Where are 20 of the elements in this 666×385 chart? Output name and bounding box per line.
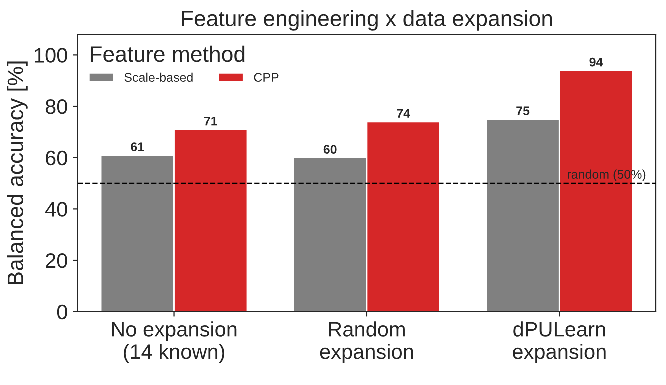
y-tick-label: 20 <box>46 254 68 268</box>
data-label: 60 <box>324 145 337 154</box>
y-axis-title: Balanced accuracy [%] <box>7 62 28 284</box>
data-label: 61 <box>131 142 144 152</box>
legend-label: CPP <box>254 73 279 82</box>
legend-label: Scale-based <box>124 72 193 82</box>
data-label: 74 <box>397 109 410 118</box>
y-tick-label: 40 <box>46 202 68 217</box>
x-tick-label: dPULearn expansion <box>513 322 606 364</box>
legend-title: Feature method <box>90 46 245 62</box>
chart-title: Feature engineering x data expansion <box>182 10 552 31</box>
y-tick-label: 60 <box>46 150 68 166</box>
y-tick-label: 0 <box>57 304 68 320</box>
data-label: 71 <box>204 117 218 126</box>
data-label: 75 <box>516 106 530 116</box>
x-tick-label: Random expansion <box>320 322 414 364</box>
data-label: 94 <box>590 58 604 67</box>
y-tick-label: 100 <box>35 48 68 63</box>
x-tick-label: No expansion (14 known) <box>112 322 237 364</box>
y-tick-label: 80 <box>46 100 68 114</box>
